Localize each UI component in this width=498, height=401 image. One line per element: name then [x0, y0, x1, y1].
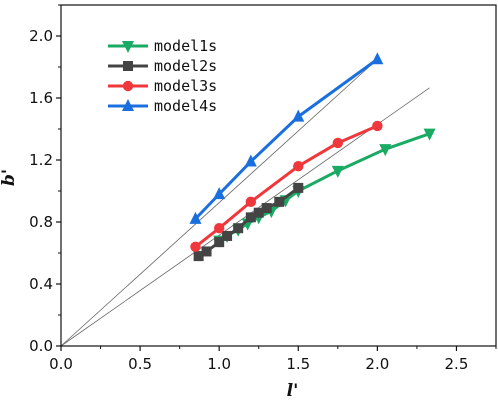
model2s-point	[193, 251, 204, 262]
model2s-point	[222, 230, 233, 241]
x-tick-label: 0.0	[49, 355, 73, 373]
plot-frame	[60, 4, 497, 347]
model3s-point	[293, 161, 304, 172]
x-tick-label: 1.0	[207, 355, 231, 373]
y-tick-label: 0.8	[29, 213, 53, 231]
y-tick-label: 0.0	[29, 337, 53, 355]
model4s-point	[244, 154, 257, 167]
x-axis-title: l'	[287, 381, 299, 401]
legend-swatch-marker	[122, 80, 134, 92]
model2s-point	[293, 182, 304, 193]
legend-swatch-marker	[123, 61, 133, 71]
y-tick-label: 1.6	[29, 89, 53, 107]
model4s-point	[371, 52, 384, 65]
reference-line	[60, 58, 378, 347]
legend-label: model4s	[154, 97, 217, 115]
model2s-point	[261, 203, 272, 214]
y-tick-label: 2.0	[29, 27, 53, 45]
model3s-point	[332, 137, 344, 149]
model4s-point	[189, 211, 202, 224]
model3s-point	[245, 196, 257, 208]
legend-label: model2s	[154, 57, 217, 75]
model4s-point	[292, 109, 305, 122]
model4s-point	[213, 187, 226, 200]
model1s-point	[423, 128, 436, 141]
legend-label: model3s	[154, 77, 217, 95]
x-tick-label: 2.5	[445, 355, 469, 373]
y-tick-label: 0.4	[29, 275, 53, 293]
model2s-point	[201, 246, 212, 257]
model3s-point	[213, 223, 225, 234]
y-axis-title: b'	[0, 169, 19, 186]
model2s-point	[214, 237, 225, 248]
legend-swatch-marker	[122, 41, 134, 53]
x-tick-label: 2.0	[365, 355, 389, 373]
model2s-point	[233, 223, 244, 234]
y-tick-label: 1.2	[29, 151, 53, 169]
x-tick-label: 1.5	[286, 355, 310, 373]
x-tick-label: 0.5	[128, 355, 152, 373]
model3s-point	[372, 120, 383, 132]
legend-swatch-marker	[122, 99, 134, 111]
model1s-point	[379, 144, 392, 157]
model2s-line	[197, 186, 300, 258]
model2s-point	[274, 196, 285, 207]
legend-label: model1s	[154, 37, 217, 55]
model1s-point	[331, 165, 344, 178]
model2s-point	[253, 207, 264, 218]
model2s-point	[245, 212, 256, 223]
model3s-point	[190, 241, 201, 252]
